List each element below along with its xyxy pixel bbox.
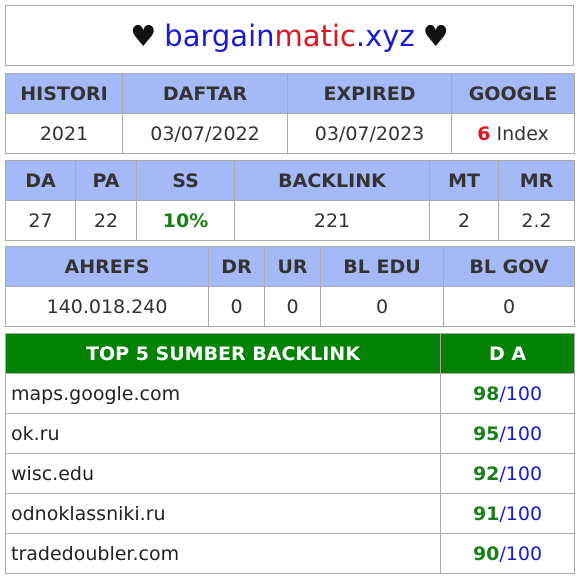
table-row: maps.google.com 98/100 bbox=[5, 373, 575, 414]
daftar-value: 03/07/2022 bbox=[122, 113, 288, 154]
backlink-site: wisc.edu bbox=[5, 453, 441, 494]
metrics-header-row: DA PA SS BACKLINK MT MR bbox=[5, 160, 575, 201]
domain-part-matic: matic bbox=[274, 18, 356, 53]
header-mt: MT bbox=[429, 160, 499, 201]
da-score: 90 bbox=[472, 542, 500, 565]
ahrefs-header-row: AHREFS DR UR BL EDU BL GOV bbox=[5, 246, 575, 287]
google-value: 6 Index bbox=[451, 113, 575, 154]
da-score: 98 bbox=[472, 382, 500, 405]
bl-edu-value: 0 bbox=[320, 286, 444, 327]
header-ss: SS bbox=[136, 160, 235, 201]
backlink-site: maps.google.com bbox=[5, 373, 441, 414]
backlink-da: 98/100 bbox=[440, 373, 575, 414]
top5-backlink-table: TOP 5 SUMBER BACKLINK D A maps.google.co… bbox=[5, 333, 575, 574]
da-score: 95 bbox=[472, 422, 500, 445]
histori-value: 2021 bbox=[5, 113, 123, 154]
top5-header-row: TOP 5 SUMBER BACKLINK D A bbox=[5, 333, 575, 374]
google-index-label: Index bbox=[496, 122, 549, 145]
header-histori: HISTORI bbox=[5, 73, 123, 114]
domain-part-bargain: bargain bbox=[164, 18, 275, 53]
mr-value: 2.2 bbox=[498, 200, 575, 241]
da-max: /100 bbox=[499, 502, 543, 525]
backlink-site: tradedoubler.com bbox=[5, 533, 441, 574]
heart-right-icon: ♥ bbox=[422, 18, 449, 53]
da-max: /100 bbox=[499, 542, 543, 565]
google-index-count: 6 bbox=[477, 122, 491, 145]
da-max: /100 bbox=[499, 382, 543, 405]
domain-title: ♥ bargainmatic.xyz ♥ bbox=[5, 5, 574, 66]
backlink-site: ok.ru bbox=[5, 413, 441, 454]
header-dr: DR bbox=[208, 246, 265, 287]
table-row: odnoklassniki.ru 91/100 bbox=[5, 493, 575, 534]
ahrefs-table: AHREFS DR UR BL EDU BL GOV 140.018.240 0… bbox=[5, 246, 575, 327]
metrics-value-row: 27 22 10% 221 2 2.2 bbox=[5, 200, 575, 241]
da-max: /100 bbox=[499, 462, 543, 485]
header-ahrefs: AHREFS bbox=[5, 246, 209, 287]
header-backlink: BACKLINK bbox=[234, 160, 430, 201]
dr-value: 0 bbox=[208, 286, 265, 327]
header-top5-sumber: TOP 5 SUMBER BACKLINK bbox=[5, 333, 441, 374]
ur-value: 0 bbox=[264, 286, 321, 327]
header-top5-da: D A bbox=[440, 333, 575, 374]
header-mr: MR bbox=[498, 160, 575, 201]
pa-value: 22 bbox=[75, 200, 137, 241]
da-score: 91 bbox=[472, 502, 500, 525]
da-score: 92 bbox=[472, 462, 500, 485]
table-row: wisc.edu 92/100 bbox=[5, 453, 575, 494]
header-ur: UR bbox=[264, 246, 321, 287]
header-daftar: DAFTAR bbox=[122, 73, 288, 114]
heart-left-icon: ♥ bbox=[130, 18, 157, 53]
backlink-da: 91/100 bbox=[440, 493, 575, 534]
header-da: DA bbox=[5, 160, 76, 201]
ahrefs-value: 140.018.240 bbox=[5, 286, 209, 327]
header-expired: EXPIRED bbox=[287, 73, 452, 114]
ss-value: 10% bbox=[136, 200, 235, 241]
backlink-site: odnoklassniki.ru bbox=[5, 493, 441, 534]
expired-value: 03/07/2023 bbox=[287, 113, 452, 154]
backlink-value: 221 bbox=[234, 200, 430, 241]
header-pa: PA bbox=[75, 160, 137, 201]
header-google: GOOGLE bbox=[451, 73, 575, 114]
header-bl-edu: BL EDU bbox=[320, 246, 444, 287]
metrics-table: DA PA SS BACKLINK MT MR 27 22 10% 221 2 … bbox=[5, 160, 575, 241]
history-header-row: HISTORI DAFTAR EXPIRED GOOGLE bbox=[5, 73, 575, 114]
mt-value: 2 bbox=[429, 200, 499, 241]
backlink-da: 92/100 bbox=[440, 453, 575, 494]
domain-part-tld: .xyz bbox=[355, 18, 415, 53]
bl-gov-value: 0 bbox=[443, 286, 575, 327]
da-value: 27 bbox=[5, 200, 76, 241]
table-row: ok.ru 95/100 bbox=[5, 413, 575, 454]
history-value-row: 2021 03/07/2022 03/07/2023 6 Index bbox=[5, 113, 575, 154]
da-max: /100 bbox=[499, 422, 543, 445]
history-table: HISTORI DAFTAR EXPIRED GOOGLE 2021 03/07… bbox=[5, 73, 575, 154]
domain-name: bargainmatic.xyz bbox=[164, 19, 414, 53]
table-row: tradedoubler.com 90/100 bbox=[5, 533, 575, 574]
backlink-da: 90/100 bbox=[440, 533, 575, 574]
ahrefs-value-row: 140.018.240 0 0 0 0 bbox=[5, 286, 575, 327]
backlink-da: 95/100 bbox=[440, 413, 575, 454]
header-bl-gov: BL GOV bbox=[443, 246, 575, 287]
